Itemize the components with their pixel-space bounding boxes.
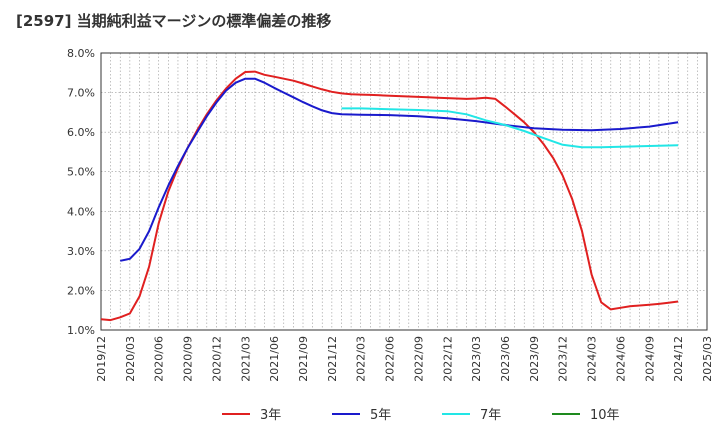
- x-tick-label: 2019/12: [95, 336, 108, 382]
- x-tick-label: 2023/12: [557, 336, 570, 382]
- x-tick-label: 2023/06: [499, 336, 512, 382]
- x-tick-label: 2020/12: [210, 336, 223, 382]
- x-tick-label: 2025/03: [701, 336, 714, 382]
- legend-label: 7年: [480, 408, 501, 423]
- y-tick-label: 7.0%: [67, 87, 95, 100]
- legend-label: 5年: [370, 408, 391, 423]
- legend-label: 3年: [260, 408, 281, 423]
- x-tick-label: 2024/12: [672, 336, 685, 382]
- x-tick-label: 2021/12: [326, 336, 339, 382]
- x-tick-label: 2022/12: [441, 336, 454, 382]
- x-tick-label: 2024/09: [643, 336, 656, 382]
- x-tick-label: 2021/09: [297, 336, 310, 382]
- y-tick-label: 8.0%: [67, 47, 95, 60]
- y-tick-label: 6.0%: [67, 126, 95, 139]
- x-tick-label: 2021/06: [268, 336, 281, 382]
- y-tick-label: 5.0%: [67, 166, 95, 179]
- x-tick-label: 2020/09: [182, 336, 195, 382]
- x-tick-label: 2024/06: [614, 336, 627, 382]
- series-line-7年: [341, 107, 679, 149]
- plot-area: [101, 53, 707, 330]
- chart-title: [2597] 当期純利益マージンの標準偏差の推移: [16, 12, 332, 30]
- y-tick-label: 1.0%: [67, 324, 95, 337]
- x-tick-label: 2023/03: [470, 336, 483, 382]
- x-tick-label: 2020/06: [153, 336, 166, 382]
- y-tick-label: 3.0%: [67, 245, 95, 258]
- x-tick-label: 2024/03: [586, 336, 599, 382]
- x-tick-label: 2022/09: [412, 336, 425, 382]
- x-tick-label: 2023/09: [528, 336, 541, 382]
- x-tick-label: 2020/03: [124, 336, 137, 382]
- x-tick-label: 2021/03: [239, 336, 252, 382]
- x-tick-label: 2022/03: [355, 336, 368, 382]
- x-tick-label: 2022/06: [384, 336, 397, 382]
- plot-border: [100, 52, 708, 331]
- legend-label: 10年: [590, 408, 620, 423]
- y-tick-label: 2.0%: [67, 284, 95, 297]
- y-tick-label: 4.0%: [67, 205, 95, 218]
